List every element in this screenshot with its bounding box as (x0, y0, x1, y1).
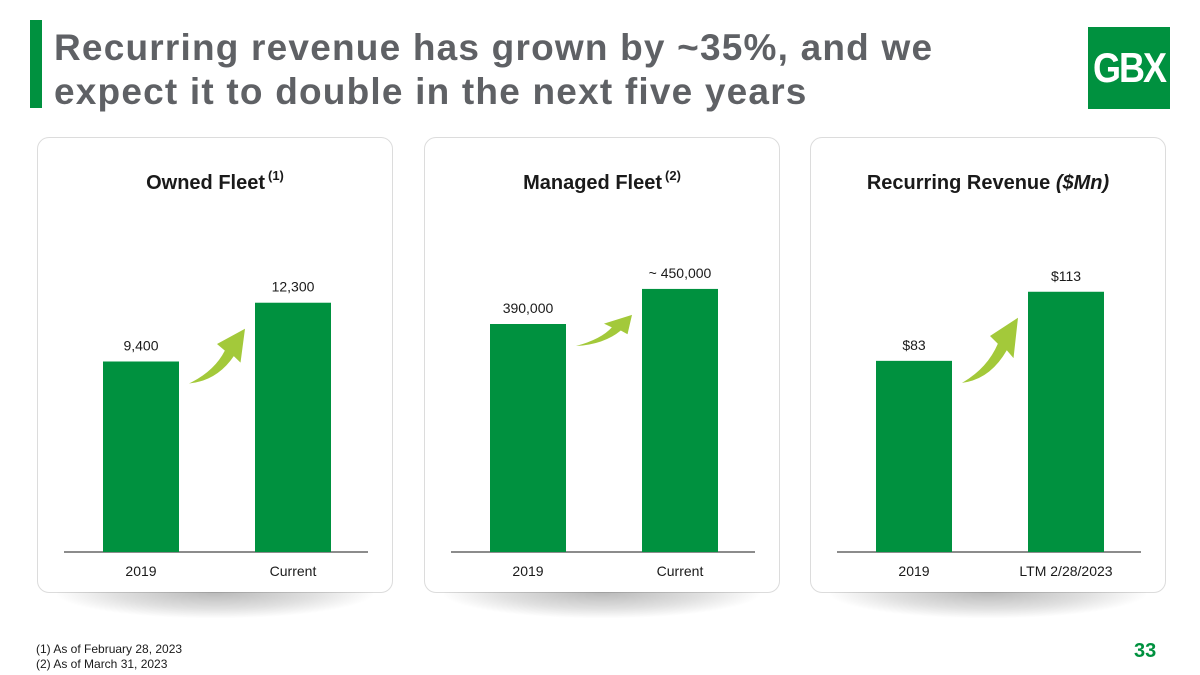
page-number: 33 (1134, 640, 1157, 662)
bar-current (255, 302, 331, 552)
slide-title-line-2: expect it to double in the next five yea… (54, 71, 808, 112)
logo-text: GBX (1092, 43, 1167, 91)
title-accent-bar (30, 20, 42, 108)
growth-arrow-icon (189, 328, 245, 384)
x-tick-label: Current (270, 563, 317, 579)
x-tick-label: 2019 (512, 563, 543, 579)
panel-shadow (57, 592, 373, 618)
footnote-1: (1) As of February 28, 2023 (36, 642, 183, 656)
data-label: $83 (902, 337, 926, 353)
bar-current (642, 288, 718, 552)
owned-fleet-chart: 9,400 2019 12,300 Current (64, 279, 368, 579)
bar-2019 (490, 324, 566, 552)
slide-title-line-1: Recurring revenue has grown by ~35%, and… (54, 27, 934, 68)
x-tick-label: 2019 (125, 563, 156, 579)
managed-fleet-panel: Managed Fleet (2) 390,000 2019 ~ 450,000 Cur… (424, 137, 780, 593)
x-tick-label: Current (657, 563, 704, 579)
owned-fleet-panel: Owned Fleet (1) 9,400 2019 12,300 Current (37, 137, 393, 593)
panel-shadow (444, 592, 760, 618)
recurring-revenue-title: Recurring Revenue ($Mn) (866, 172, 1110, 194)
data-label: 9,400 (123, 337, 158, 353)
data-label: 390,000 (503, 300, 554, 316)
owned-fleet-footnote-ref: (1) (268, 168, 284, 183)
panel-shadow (830, 592, 1146, 618)
data-label: $113 (1051, 268, 1081, 284)
footnotes: (1) As of February 28, 2023 (2) As of Ma… (36, 642, 182, 672)
managed-fleet-title: Managed Fleet (2) (523, 168, 681, 194)
managed-fleet-footnote-ref: (2) (665, 168, 681, 183)
managed-fleet-chart: 390,000 2019 ~ 450,000 Current (451, 265, 755, 579)
recurring-revenue-unit: ($Mn) (1055, 172, 1110, 194)
gbx-logo: GBX (1088, 27, 1170, 109)
footnote-2: (2) As of March 31, 2023 (36, 657, 168, 671)
x-tick-label: 2019 (898, 563, 929, 579)
recurring-revenue-chart: $83 2019 $113 LTM 2/28/2023 (837, 268, 1141, 579)
growth-arrow-icon (962, 317, 1018, 383)
bar-2019 (103, 361, 179, 552)
growth-arrow-icon (576, 314, 632, 346)
x-tick-label: LTM 2/28/2023 (1019, 563, 1112, 579)
bar-2019 (876, 360, 952, 552)
data-label: ~ 450,000 (649, 265, 712, 281)
data-label: 12,300 (272, 279, 315, 295)
bar-ltm-2-28-2023 (1028, 291, 1104, 552)
owned-fleet-title: Owned Fleet (1) (146, 168, 284, 194)
slide-title: Recurring revenue has grown by ~35%, and… (54, 26, 1034, 114)
recurring-revenue-panel: Recurring Revenue ($Mn) $83 2019 $113 LTM 2… (810, 137, 1166, 593)
